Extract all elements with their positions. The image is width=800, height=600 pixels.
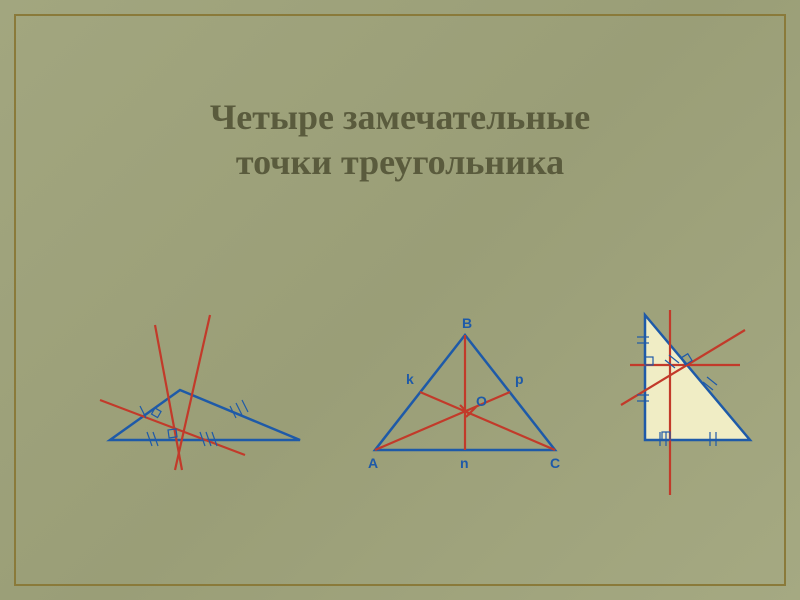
diagram-perpendicular-bisectors xyxy=(90,310,320,490)
svg-text:A: A xyxy=(368,455,378,471)
svg-text:k: k xyxy=(406,371,414,387)
diagram-medians: A B Ck p n O xyxy=(350,310,580,490)
slide: Четыре замечательные точки треугольника … xyxy=(0,0,800,600)
svg-text:p: p xyxy=(515,371,524,387)
svg-text:C: C xyxy=(550,455,560,471)
slide-title: Четыре замечательные точки треугольника xyxy=(0,95,800,185)
diagram-altitudes xyxy=(615,300,785,500)
svg-text:n: n xyxy=(460,455,469,471)
title-line-1: Четыре замечательные xyxy=(0,95,800,140)
title-line-2: точки треугольника xyxy=(0,140,800,185)
svg-text:B: B xyxy=(462,315,472,331)
svg-text:O: O xyxy=(476,393,487,409)
diagrams-area: A B Ck p n O xyxy=(40,290,760,530)
